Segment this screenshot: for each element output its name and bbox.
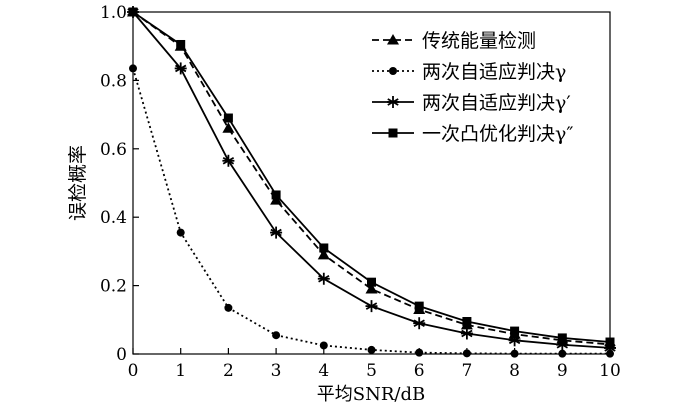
- x-tick-label: 8: [509, 361, 520, 381]
- data-point-triangle: [317, 248, 330, 260]
- legend-label: 两次自适应判决γ′: [422, 92, 571, 114]
- legend-marker-circle: [389, 67, 397, 75]
- data-point-square: [223, 113, 233, 123]
- legend-marker-square: [388, 128, 398, 138]
- data-point-asterisk: [222, 154, 235, 167]
- data-point-square: [557, 333, 567, 343]
- data-point-circle: [319, 341, 328, 350]
- x-tick-label: 3: [271, 361, 282, 381]
- y-tick-label: 0.6: [100, 140, 127, 160]
- data-point-triangle: [365, 283, 378, 294]
- legend-marker-asterisk: [387, 96, 399, 108]
- legend-marker-triangle: [387, 34, 399, 45]
- data-point-square: [367, 277, 376, 287]
- data-point-asterisk: [270, 226, 283, 239]
- y-tick-label: 0: [116, 345, 127, 365]
- x-tick-label: 10: [599, 361, 621, 381]
- x-tick-label: 5: [366, 361, 377, 381]
- data-point-asterisk: [460, 327, 473, 340]
- data-point-asterisk: [365, 300, 378, 313]
- data-point-asterisk: [413, 317, 426, 330]
- data-point-square: [176, 39, 186, 49]
- data-point-square: [462, 317, 472, 327]
- x-axis-ticks: 0 1 2 3 4 5 6 7 8 9 10: [128, 348, 621, 381]
- legend-label: 两次自适应判决γ: [422, 61, 566, 83]
- data-point-circle: [176, 228, 185, 237]
- series-line-triangle: [132, 11, 611, 346]
- legend-label: 一次凸优化判决γ″: [422, 123, 573, 145]
- x-axis-label: 平均SNR/dB: [317, 384, 425, 405]
- x-tick-label: 2: [223, 361, 234, 381]
- data-point-triangle: [222, 122, 235, 133]
- x-tick-label: 9: [557, 361, 568, 381]
- x-tick-label: 0: [128, 361, 139, 381]
- data-point-square: [319, 243, 329, 253]
- x-tick-label: 4: [318, 361, 329, 381]
- data-point-asterisk: [508, 334, 521, 347]
- y-axis-ticks: 0 0.2 0.4 0.6 0.8 1.0: [100, 3, 139, 365]
- y-axis-label: 误检概率: [67, 145, 89, 221]
- y-tick-label: 0.2: [100, 277, 127, 297]
- x-tick-label: 6: [414, 361, 425, 381]
- data-point-square: [271, 190, 281, 200]
- data-point-square: [510, 326, 520, 336]
- x-tick-label: 7: [461, 361, 472, 381]
- y-tick-label: 0.8: [100, 71, 127, 91]
- y-tick-label: 1.0: [100, 3, 127, 23]
- data-point-circle: [224, 303, 233, 312]
- legend-label: 传统能量检测: [422, 30, 536, 52]
- data-point-asterisk: [317, 272, 330, 285]
- data-point-asterisk: [174, 62, 187, 75]
- data-point-square: [414, 301, 424, 311]
- x-tick-label: 1: [175, 361, 186, 381]
- y-tick-label: 0.4: [100, 208, 127, 228]
- data-point-circle: [272, 331, 281, 340]
